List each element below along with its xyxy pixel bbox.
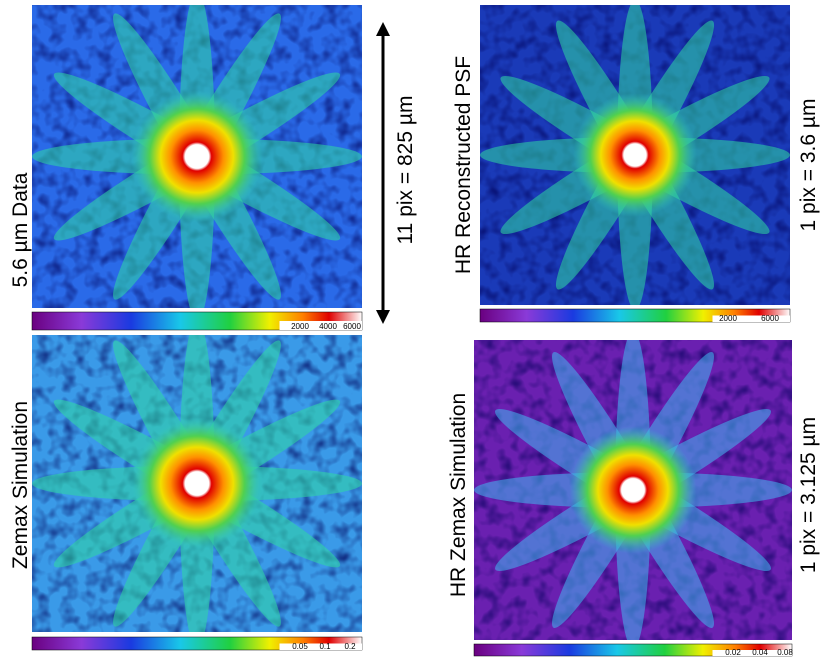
panel-label: HR Zemax Simulation — [447, 393, 470, 597]
image-content — [32, 335, 362, 632]
colorbar-tick-label: 0.08 — [777, 648, 793, 657]
psf-image: 2000 6000 — [479, 5, 791, 323]
colorbar-tick-label: 0.1 — [319, 642, 331, 651]
image-content — [32, 5, 362, 308]
panel-label: HR Reconstructed PSF — [452, 56, 475, 274]
image-content — [474, 340, 792, 640]
colorbar-tick-label: 0.2 — [344, 642, 356, 651]
psf-image: 0.02 0.04 0.08 — [473, 340, 793, 657]
psf-core — [131, 417, 263, 550]
colorbar-tick-label: 0.04 — [752, 648, 768, 657]
colorbar-labels-bg — [712, 650, 792, 656]
colorbar-tick-label: 2000 — [719, 314, 737, 323]
colorbar-tick-label: 2000 — [291, 322, 309, 331]
arrow-head — [376, 310, 390, 324]
colorbar-labels-bg — [712, 315, 790, 322]
image-content — [480, 5, 790, 305]
colorbar-labels-bg — [279, 321, 362, 330]
psf-core — [131, 90, 263, 223]
colorbar-tick-label: 0.02 — [725, 648, 741, 657]
scale-label: 1 pix = 3.125 µm — [797, 417, 820, 573]
panel-label: 5.6 µm Data — [9, 172, 32, 287]
psf-image: 0.05 0.1 0.2 — [31, 335, 363, 651]
psf-core — [569, 426, 697, 554]
arrow-head — [376, 22, 390, 36]
scale-label: 1 pix = 3.6 µm — [797, 99, 820, 232]
psf-image: 2000 4000 6000 — [31, 5, 363, 331]
psf-core — [573, 93, 697, 217]
colorbar-tick-label: 0.05 — [292, 642, 308, 651]
scale-label: 11 pix = 825 µm — [394, 96, 417, 245]
colorbar-tick-label: 6000 — [343, 322, 361, 331]
colorbar-tick-label: 4000 — [319, 322, 337, 331]
colorbar-labels-bg — [279, 643, 362, 650]
panel-label: Zemax Simulation — [9, 401, 32, 569]
colorbar-tick-label: 6000 — [761, 314, 779, 323]
